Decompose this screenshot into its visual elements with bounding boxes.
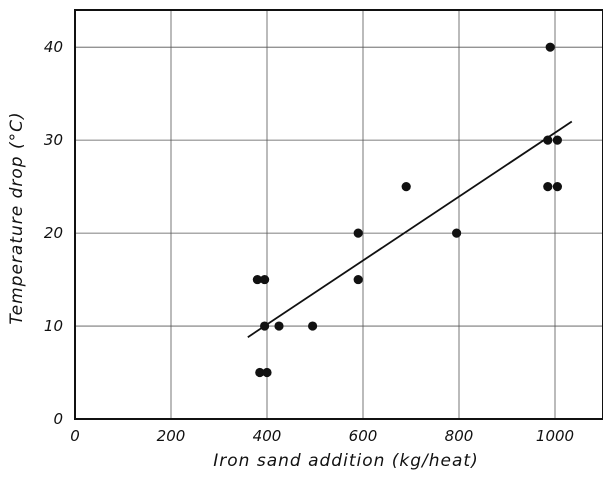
plot-frame [74, 9, 603, 420]
data-point [260, 321, 270, 331]
x-axis-ticks: 0 200 400 600 800 1000 [70, 427, 574, 445]
data-point [262, 367, 272, 378]
x-tick-label: 200 [157, 427, 186, 445]
y-tick-label: 10 [44, 317, 63, 335]
y-tick-label: 40 [44, 38, 63, 56]
data-point [543, 135, 553, 145]
x-tick-label: 400 [253, 427, 282, 445]
data-point [353, 228, 363, 238]
y-axis-label: Temperature drop (°C) [7, 111, 27, 324]
grid-lines [75, 10, 603, 419]
fit-line [247, 120, 573, 338]
x-axis-label: Iron sand addition (kg/heat) [213, 451, 478, 471]
x-tick-label: 1000 [536, 427, 574, 445]
data-point [543, 182, 553, 192]
x-tick-label: 800 [445, 427, 474, 445]
data-point [401, 182, 411, 192]
y-tick-label: 0 [53, 410, 63, 428]
data-point [353, 274, 363, 285]
data-point [552, 182, 563, 192]
x-tick-label: 600 [349, 427, 378, 445]
data-point [552, 135, 563, 145]
data-point [274, 321, 284, 331]
x-tick-label: 0 [70, 427, 80, 445]
y-axis-ticks: 0 10 20 30 40 [44, 38, 63, 428]
data-points [252, 42, 563, 378]
y-tick-label: 20 [44, 224, 63, 242]
data-point [308, 321, 318, 331]
data-point [260, 274, 270, 285]
data-point [452, 228, 462, 238]
y-tick-label: 30 [44, 131, 63, 149]
data-point [255, 367, 265, 378]
data-point [252, 274, 262, 285]
data-point [545, 42, 555, 52]
